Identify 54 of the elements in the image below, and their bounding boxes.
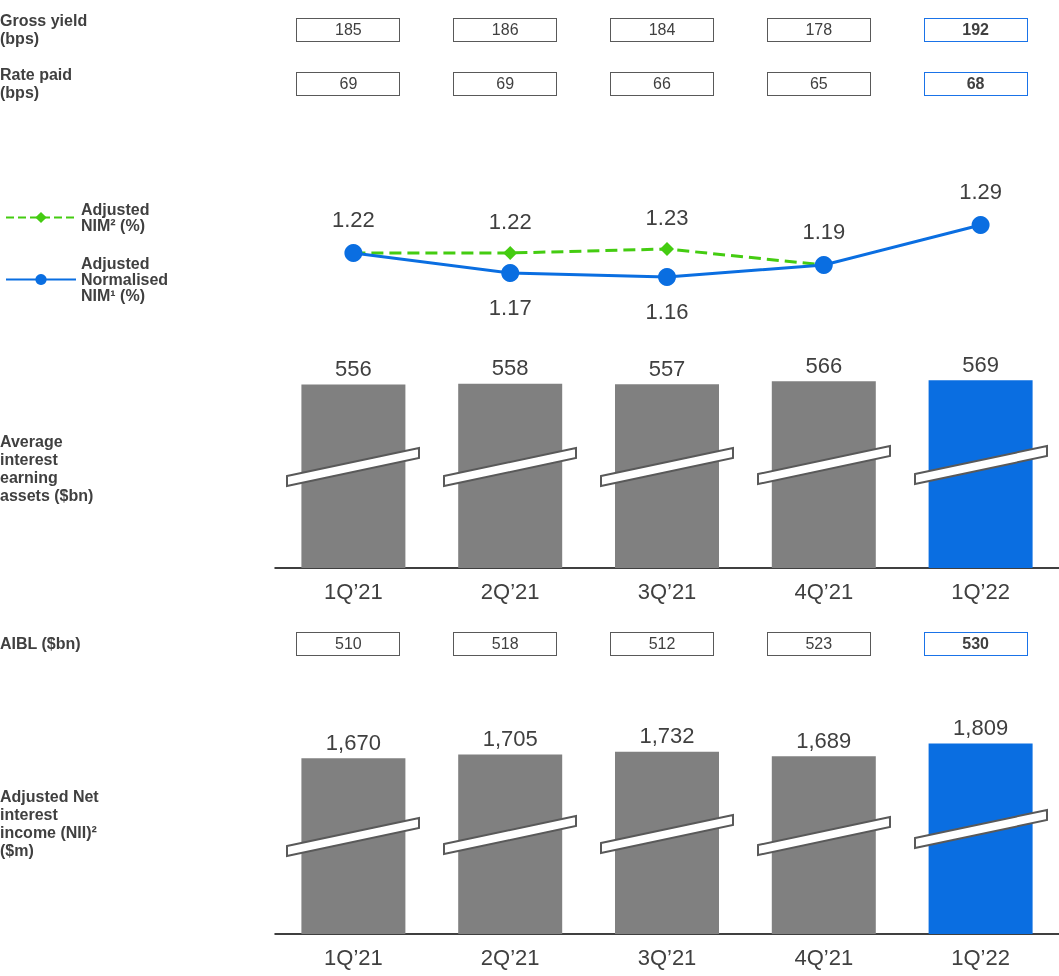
data-label: 558 <box>491 355 529 381</box>
data-label: 523 <box>766 632 871 656</box>
data-label: 1.22 <box>488 208 532 234</box>
x-tick-label: 2Q’21 <box>480 578 540 604</box>
point <box>658 268 676 286</box>
data-label: 1,732 <box>639 723 695 749</box>
data-label: 192 <box>923 18 1028 42</box>
data-label: 186 <box>453 18 558 42</box>
data-label: 569 <box>962 351 999 377</box>
data-label: 512 <box>610 632 714 656</box>
data-label: 184 <box>610 18 714 42</box>
legend-label: Adjusted Normalised NIM¹ (%) <box>81 255 173 304</box>
data-label: 1.29 <box>959 178 1003 204</box>
text: Rate paid (bps) <box>0 66 73 102</box>
data-label: 518 <box>453 632 558 656</box>
x-tick-label: 3Q’21 <box>637 944 697 970</box>
point <box>501 264 520 282</box>
x-tick-label: 4Q’21 <box>794 944 854 970</box>
data-label: 69 <box>453 72 558 96</box>
data-label: 185 <box>296 18 401 42</box>
y-axis-title: Average interest earning assets ($bn) <box>0 433 95 505</box>
data-label: 1.19 <box>802 218 846 244</box>
text: AIBL ($bn) <box>0 635 82 653</box>
point <box>971 216 990 234</box>
data-label: 1,705 <box>482 726 538 752</box>
x-tick-label: 1Q’22 <box>951 578 1010 604</box>
data-label: 1.17 <box>488 294 532 320</box>
legend-label: Adjusted NIM² (%) <box>81 201 154 234</box>
x-tick-label: 2Q’21 <box>480 944 540 970</box>
x-tick-label: 1Q’22 <box>951 944 1010 970</box>
data-label: 530 <box>923 632 1028 656</box>
text: Gross yield (bps) <box>0 12 89 48</box>
data-label: 566 <box>805 352 843 378</box>
x-tick-label: 3Q’21 <box>637 578 697 604</box>
data-label: 557 <box>648 355 686 381</box>
data-label: 1,809 <box>953 715 1009 741</box>
data-label: 556 <box>335 356 372 382</box>
data-label: 68 <box>923 72 1028 96</box>
data-label: 178 <box>766 18 871 42</box>
data-label: 66 <box>610 72 714 96</box>
x-tick-label: 1Q’21 <box>324 578 383 604</box>
point <box>660 242 674 256</box>
data-label: 69 <box>296 72 401 96</box>
data-label: 1.16 <box>645 298 689 324</box>
data-label: 1.23 <box>645 204 689 230</box>
data-label: 1,689 <box>796 727 852 753</box>
x-tick-label: 1Q’21 <box>324 944 383 970</box>
x-tick-label: 4Q’21 <box>794 578 854 604</box>
data-label: 65 <box>766 72 871 96</box>
data-label: 1,670 <box>325 729 381 755</box>
point <box>503 246 518 260</box>
data-label: 1.22 <box>331 206 375 232</box>
data-label: 510 <box>296 632 401 656</box>
y-axis-title: Adjusted Net interest income (NII)² ($m) <box>0 787 100 860</box>
